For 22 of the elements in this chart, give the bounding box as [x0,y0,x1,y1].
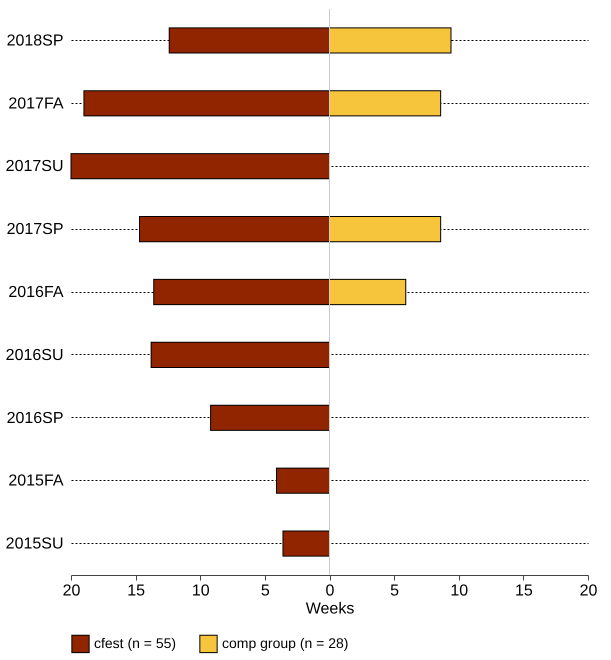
x-tick-label: 20 [580,582,598,600]
y-tick-label: 2018SP [6,32,64,50]
legend-label: comp group (n = 28) [222,634,348,651]
y-tick-label: 2015FA [8,472,64,490]
x-tick-label: 15 [514,582,533,600]
x-tick-label: 0 [326,582,335,600]
y-tick-label: 2017SP [6,221,64,238]
y-tick-label: 2016SU [6,346,64,364]
x-axis-title: Weeks [306,600,354,618]
x-tick-label: 15 [127,582,146,600]
legend-label: cfest (n = 55) [94,634,176,651]
x-tick-label: 20 [62,582,80,600]
x-tick-label: 10 [450,582,468,600]
y-tick-label: 2017FA [8,95,64,112]
y-tick-label: 2016FA [8,284,64,301]
x-tick-label: 5 [260,582,270,600]
bar [70,153,330,180]
y-tick-label: 2016SP [6,410,64,427]
y-tick-label: 2017SU [6,158,64,176]
y-tick-label: 2015SU [6,536,64,553]
x-tick-label: 10 [192,582,210,600]
x-tick-label: 5 [390,582,400,600]
